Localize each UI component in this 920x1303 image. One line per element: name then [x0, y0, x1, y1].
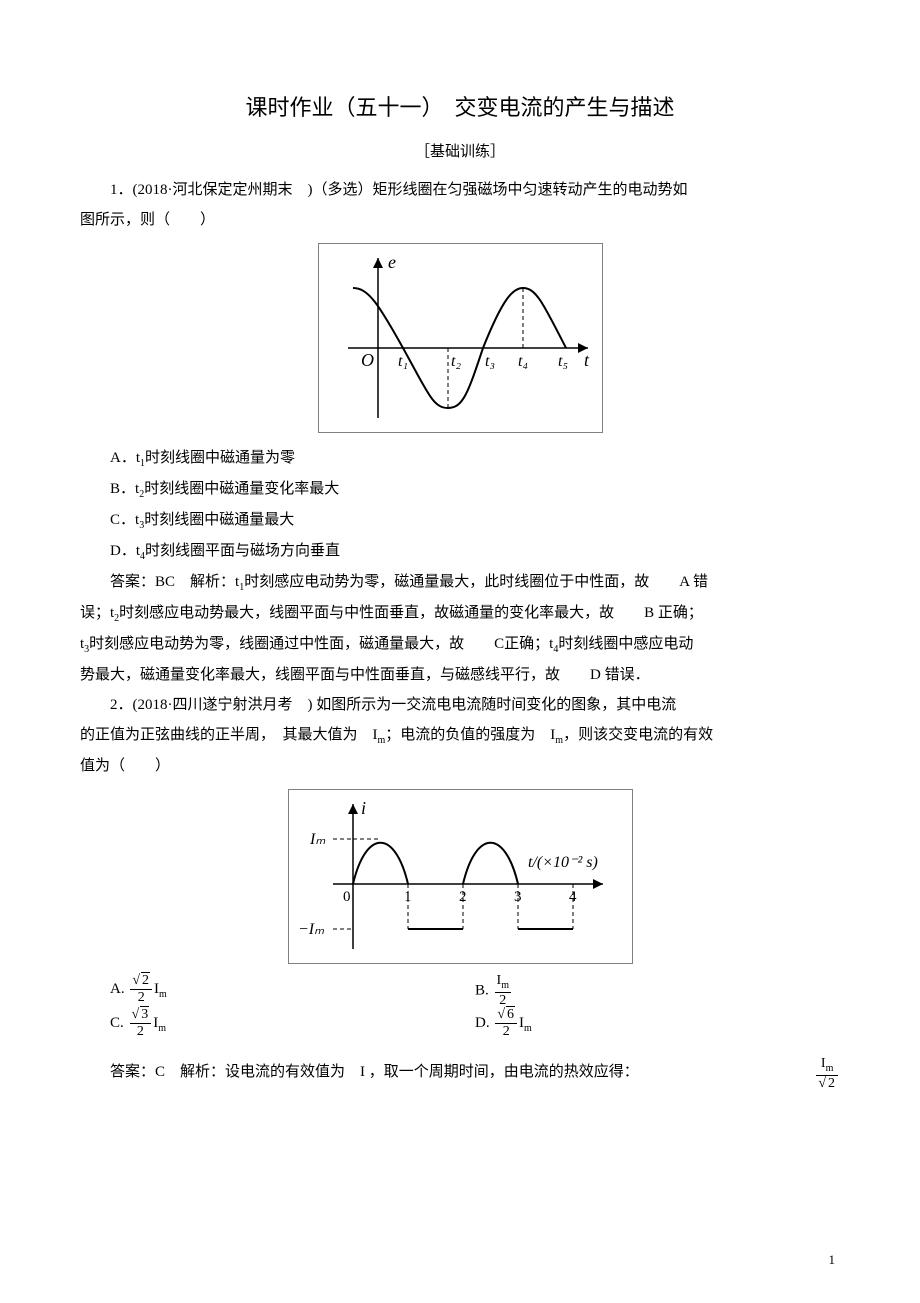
tick3: 3: [514, 889, 522, 905]
axis-y-label: e: [388, 252, 396, 272]
q1-answer-l3: t3时刻感应电动势为零，线圈通过中性面，磁通量最大，故 C正确；t4时刻线圈中感…: [80, 629, 840, 660]
page-number: 1: [829, 1252, 836, 1268]
q1-choices: A．t1时刻线圈中磁通量为零 B．t2时刻线圈中磁通量变化率最大 C．t3时刻线…: [110, 443, 840, 567]
q2-optD: D. √62Im: [475, 1008, 840, 1039]
q2-choices: A. √22Im B. Im2 C. √32Im D. √62Im: [110, 974, 840, 1039]
q2-answer: 答案：C 解析：设电流的有效值为 I ，取一个周期时间，由电流的热效应得： Im…: [80, 1057, 840, 1087]
nIm-label: −Iₘ: [298, 921, 324, 938]
q2-stem-line1: 2．(2018·四川遂宁射洪月考 ) 如图所示为一交流电电流随时间变化的图象，其…: [80, 690, 840, 720]
page: 课时作业（五十一） 交变电流的产生与描述 ［基础训练］ 1．(2018·河北保定…: [0, 0, 920, 1303]
t4-label: t₄: [518, 353, 528, 370]
x-axis-label: t/(×10⁻² s): [528, 854, 598, 871]
q1-optB: B．t2时刻线圈中磁通量变化率最大: [110, 474, 840, 505]
q1-optA: A．t1时刻线圈中磁通量为零: [110, 443, 840, 474]
tick4: 4: [569, 889, 577, 905]
t5-label: t₅: [558, 353, 568, 370]
q1-optD: D．t4时刻线圈平面与磁场方向垂直: [110, 536, 840, 567]
q1-answer-l2: 误；t2时刻感应电动势最大，线圈平面与中性面垂直，故磁通量的变化率最大，故 B …: [80, 598, 840, 629]
q1-answer: 答案：BC 解析：t1时刻感应电动势为零，磁通量最大，此时线圈位于中性面，故 A…: [80, 567, 840, 598]
t2-label: t₂: [451, 353, 461, 370]
origin-label: O: [361, 350, 374, 370]
t3-label: t₃: [485, 353, 495, 370]
tick2: 2: [459, 889, 467, 905]
q2-stem-line3: 值为（ ）: [80, 751, 840, 781]
q1-stem-line1: 1．(2018·河北保定定州期末 )（多选）矩形线圈在匀强磁场中匀速转动产生的电…: [80, 175, 840, 205]
axis-i-label: i: [361, 798, 366, 818]
q2-optB: B. Im2: [475, 974, 840, 1008]
page-title: 课时作业（五十一） 交变电流的产生与描述: [80, 90, 840, 122]
q2-stem-line2: 的正值为正弦曲线的正半周， 其最大值为 Im；电流的负值的强度为 Im，则该交变…: [80, 720, 840, 751]
q1-figure: e t O t₁ t₂ t₃ t₄ t₅: [318, 243, 603, 433]
t1-label: t₁: [398, 353, 408, 370]
q1-stem-line2: 图所示，则（ ）: [80, 205, 840, 235]
tick1: 1: [404, 889, 412, 905]
q1-optC: C．t3时刻线圈中磁通量最大: [110, 505, 840, 536]
q2-optA: A. √22Im: [110, 974, 475, 1008]
q1-answer-l4: 势最大，磁通量变化率最大，线圈平面与中性面垂直，与磁感线平行，故 D 错误．: [80, 660, 840, 690]
Im-label: Iₘ: [309, 831, 325, 848]
q2-optC: C. √32Im: [110, 1008, 475, 1039]
tick0: 0: [343, 889, 351, 905]
q2-figure: i Iₘ −Iₘ t/(×10⁻² s) 0 1 2 3 4: [288, 789, 633, 964]
section-subtitle: ［基础训练］: [80, 140, 840, 161]
